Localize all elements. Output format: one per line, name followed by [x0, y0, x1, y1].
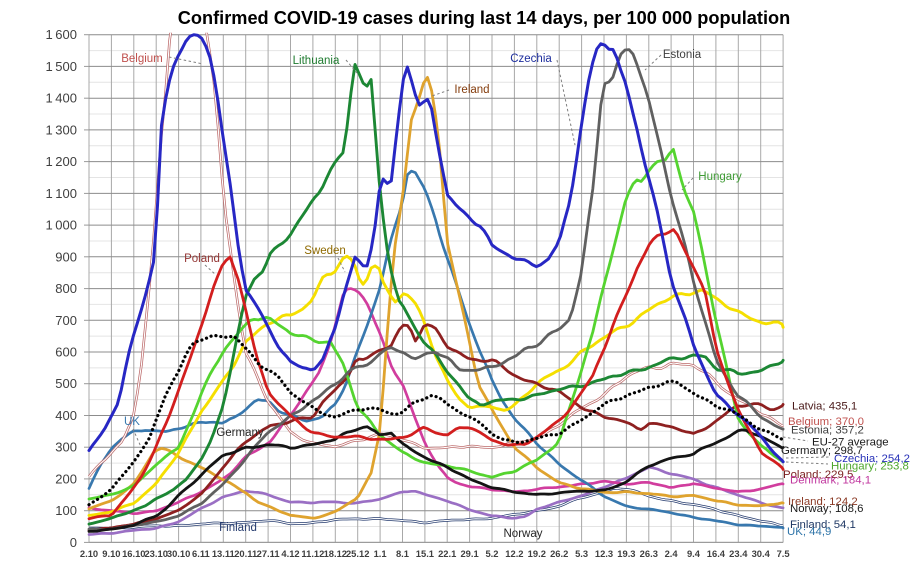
svg-text:1 100: 1 100: [45, 186, 77, 201]
svg-text:Czechia: Czechia: [510, 53, 552, 65]
svg-text:1 000: 1 000: [45, 218, 77, 233]
svg-text:700: 700: [55, 313, 77, 328]
svg-text:Finland: Finland: [219, 522, 257, 534]
svg-text:16.10: 16.10: [122, 548, 145, 559]
svg-text:Ireland; 124,2: Ireland; 124,2: [788, 496, 858, 508]
svg-text:600: 600: [55, 345, 77, 360]
svg-text:5.3: 5.3: [575, 548, 588, 559]
svg-text:23.4: 23.4: [729, 548, 748, 559]
svg-text:19.3: 19.3: [617, 548, 635, 559]
svg-text:300: 300: [55, 440, 77, 455]
svg-text:Finland; 54,1: Finland; 54,1: [790, 519, 856, 531]
svg-text:200: 200: [55, 471, 77, 486]
svg-text:0: 0: [70, 535, 77, 550]
svg-text:1.1: 1.1: [374, 548, 387, 559]
svg-text:1 200: 1 200: [45, 154, 77, 169]
svg-text:Sweden: Sweden: [304, 245, 346, 257]
svg-text:27.11: 27.11: [257, 548, 280, 559]
svg-text:1 600: 1 600: [45, 27, 77, 42]
svg-text:Germany: Germany: [216, 427, 264, 439]
svg-text:26.3: 26.3: [640, 548, 658, 559]
svg-text:Belgium: Belgium: [121, 53, 163, 65]
svg-text:UK: UK: [124, 416, 140, 428]
svg-text:26.2: 26.2: [550, 548, 568, 559]
svg-text:1 500: 1 500: [45, 59, 77, 74]
svg-text:8.1: 8.1: [396, 548, 409, 559]
svg-text:Lithuania: Lithuania: [293, 55, 340, 67]
svg-text:Confirmed COVID-19 cases durin: Confirmed COVID-19 cases during last 14 …: [178, 8, 791, 28]
svg-text:Latvia; 435,1: Latvia; 435,1: [792, 401, 857, 413]
svg-text:400: 400: [55, 408, 77, 423]
svg-text:20.11: 20.11: [234, 548, 257, 559]
svg-text:13.11: 13.11: [212, 548, 235, 559]
svg-text:Estonia; 357,2: Estonia; 357,2: [791, 425, 864, 437]
svg-text:1 300: 1 300: [45, 122, 77, 137]
svg-text:19.2: 19.2: [528, 548, 546, 559]
svg-text:9.10: 9.10: [102, 548, 120, 559]
svg-text:12.2: 12.2: [505, 548, 523, 559]
svg-text:100: 100: [55, 503, 77, 518]
svg-text:15.1: 15.1: [416, 548, 434, 559]
svg-text:900: 900: [55, 249, 77, 264]
svg-text:Belgium; 370,0: Belgium; 370,0: [788, 416, 864, 428]
svg-text:23.10: 23.10: [144, 548, 167, 559]
svg-text:4.12: 4.12: [281, 548, 299, 559]
svg-text:11.12: 11.12: [301, 548, 324, 559]
svg-text:Estonia: Estonia: [663, 49, 702, 61]
svg-text:30.10: 30.10: [167, 548, 190, 559]
svg-text:Poland: Poland: [184, 253, 220, 265]
svg-text:Poland; 229,5: Poland; 229,5: [783, 469, 853, 481]
svg-text:Norway: Norway: [504, 528, 543, 540]
svg-text:2.10: 2.10: [80, 548, 98, 559]
svg-text:6.11: 6.11: [192, 548, 210, 559]
svg-text:12.3: 12.3: [595, 548, 613, 559]
svg-text:UK; 44,9: UK; 44,9: [787, 526, 831, 538]
svg-text:500: 500: [55, 376, 77, 391]
svg-text:Czechia; 254,2: Czechia; 254,2: [834, 453, 910, 465]
svg-text:30.4: 30.4: [752, 548, 771, 559]
svg-text:9.4: 9.4: [687, 548, 701, 559]
svg-text:Germany; 298,7: Germany; 298,7: [781, 445, 863, 457]
svg-text:Ireland: Ireland: [454, 84, 489, 96]
svg-text:2.4: 2.4: [665, 548, 679, 559]
svg-text:Norway; 108,6: Norway; 108,6: [790, 503, 863, 515]
svg-text:29.1: 29.1: [460, 548, 478, 559]
svg-text:7.5: 7.5: [777, 548, 790, 559]
svg-text:18.12: 18.12: [324, 548, 347, 559]
svg-text:25.12: 25.12: [346, 548, 369, 559]
svg-text:Hungary; 253,8: Hungary; 253,8: [831, 461, 909, 473]
svg-text:Hungary: Hungary: [698, 171, 742, 183]
svg-text:EU-27 average: EU-27 average: [812, 436, 889, 448]
svg-text:22.1: 22.1: [438, 548, 456, 559]
svg-text:5.2: 5.2: [485, 548, 498, 559]
svg-text:800: 800: [55, 281, 77, 296]
svg-text:Denmark; 184,1: Denmark; 184,1: [790, 475, 871, 487]
svg-text:16.4: 16.4: [707, 548, 726, 559]
svg-text:1 400: 1 400: [45, 91, 77, 106]
